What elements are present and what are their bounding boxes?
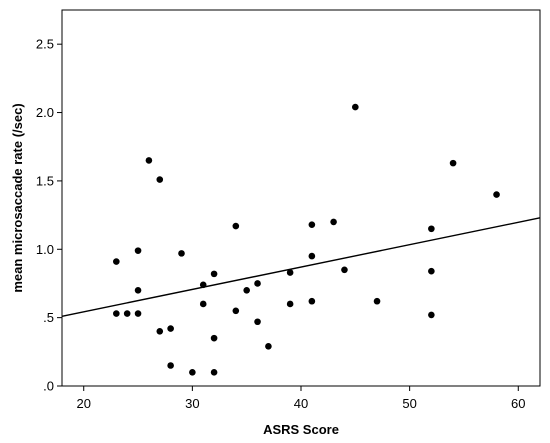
data-point: [308, 221, 316, 228]
y-tick-label: .5: [43, 310, 54, 325]
data-point: [134, 247, 142, 254]
x-tick-label: 30: [185, 396, 199, 411]
data-point: [265, 343, 272, 350]
data-point: [428, 311, 435, 319]
data-point: [341, 266, 348, 274]
data-point: [199, 281, 207, 289]
data-point: [286, 300, 294, 308]
data-point: [178, 250, 185, 257]
data-point: [210, 270, 218, 278]
data-point: [113, 258, 120, 265]
data-point: [254, 280, 261, 287]
y-tick-label: .0: [43, 379, 54, 394]
data-point: [428, 225, 435, 233]
data-point: [210, 334, 218, 342]
plot-area: 20 30 40 50 60 .0 .5 1.0 1.5 2.0 2.5: [36, 9, 541, 411]
data-point: [134, 286, 142, 294]
data-point: [156, 328, 164, 335]
x-tick-label: 60: [511, 396, 525, 411]
y-tick-label: 2.5: [36, 37, 54, 52]
data-point: [330, 218, 337, 226]
data-point: [167, 325, 174, 332]
data-point: [167, 362, 174, 369]
fit-line: [61, 217, 541, 317]
data-point: [308, 297, 316, 305]
data-point: [113, 310, 120, 317]
data-point: [254, 318, 261, 326]
data-point: [145, 157, 153, 164]
y-tick-label: 1.0: [36, 242, 54, 257]
data-point: [232, 222, 240, 230]
data-point: [428, 267, 435, 275]
data-point: [210, 369, 218, 376]
data-point: [123, 310, 131, 317]
x-tick-label: 40: [294, 396, 308, 411]
data-point: [134, 310, 142, 317]
x-tick-label: 50: [402, 396, 416, 411]
x-axis-title: ASRS Score: [263, 422, 339, 437]
data-point: [189, 369, 196, 376]
data-point: [199, 300, 207, 308]
data-point: [449, 159, 457, 167]
data-point: [373, 297, 381, 305]
data-point: [352, 103, 359, 111]
y-tick-label: 1.5: [36, 173, 54, 188]
y-axis-title: mean microsaccade rate (/sec): [10, 103, 25, 292]
data-point: [232, 307, 240, 315]
data-point: [493, 191, 500, 198]
data-point: [243, 286, 250, 294]
x-tick-label: 20: [76, 396, 90, 411]
y-tick-label: 2.0: [36, 105, 54, 120]
data-point: [156, 176, 164, 183]
data-point: [308, 252, 316, 260]
data-point: [286, 269, 294, 276]
